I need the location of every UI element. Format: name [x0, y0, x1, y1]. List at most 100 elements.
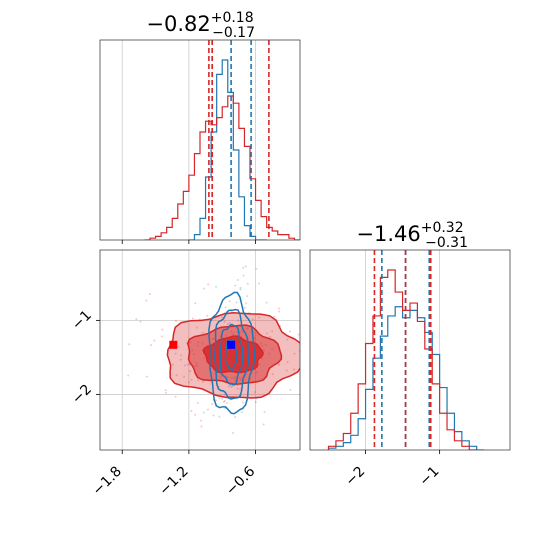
sample-point — [212, 414, 215, 417]
sample-point — [255, 268, 258, 271]
histogram-step — [327, 269, 477, 450]
sample-point — [254, 391, 257, 394]
sample-point — [194, 302, 197, 305]
sample-point — [242, 266, 245, 269]
sample-point — [211, 402, 214, 405]
axis-ticks — [121, 240, 256, 244]
sample-point — [262, 423, 265, 426]
sample-point — [164, 389, 167, 392]
histogram-step — [188, 59, 267, 240]
plot-area — [310, 250, 510, 450]
sample-point — [165, 391, 168, 394]
title-minus: −0.31 — [425, 235, 468, 251]
sample-point — [271, 330, 274, 333]
sample-point — [224, 306, 227, 309]
quantile-lines — [208, 40, 270, 240]
sample-point — [215, 285, 218, 288]
sample-point — [228, 300, 231, 303]
sample-point — [301, 317, 303, 319]
y-tick-label: −1 — [69, 307, 95, 333]
sample-point — [257, 282, 260, 285]
title-minus: −0.17 — [212, 25, 255, 41]
sample-point — [189, 370, 192, 373]
sample-point — [196, 401, 199, 404]
sample-point — [231, 384, 234, 387]
title-value: −0.82 — [146, 12, 210, 36]
sample-point — [148, 292, 151, 295]
sample-point — [153, 339, 156, 342]
sample-point — [265, 301, 268, 304]
sample-point — [269, 335, 272, 338]
sample-point — [220, 316, 223, 319]
sample-point — [206, 408, 209, 411]
sample-point — [289, 388, 292, 391]
marginal-title: −0.82+0.18 — [146, 10, 253, 36]
sample-point — [242, 274, 245, 277]
sample-point — [222, 400, 225, 403]
sample-point — [239, 388, 242, 391]
sample-point — [128, 343, 131, 346]
sample-point — [150, 344, 153, 347]
sample-point — [201, 331, 204, 334]
sample-point — [190, 378, 193, 381]
panel-joint-param-1-param-2: −1.8 −1.2 −0.6 −1 −2 — [69, 249, 307, 499]
sample-point — [230, 385, 233, 388]
sample-point — [202, 411, 205, 414]
sample-point — [297, 333, 300, 336]
sample-point — [246, 295, 249, 298]
contour-level — [219, 323, 244, 386]
sample-point — [251, 318, 254, 321]
sample-point — [263, 411, 266, 414]
sample-point — [277, 307, 280, 310]
histogram-series — [327, 269, 485, 450]
sample-point — [235, 301, 238, 304]
sample-point — [186, 363, 189, 366]
sample-point — [237, 319, 240, 322]
sample-point — [145, 299, 148, 302]
sample-point — [187, 381, 190, 384]
sample-point — [214, 399, 217, 402]
sample-point — [239, 286, 242, 289]
sample-point — [271, 373, 274, 376]
sample-point — [241, 401, 244, 404]
sample-point — [226, 323, 229, 326]
sample-point — [273, 315, 276, 318]
sample-point — [202, 287, 205, 290]
sample-point — [206, 314, 209, 317]
marginal-title: −1.46+0.32 — [356, 220, 463, 246]
sample-point — [195, 326, 198, 329]
sample-point — [285, 369, 288, 372]
quantile-lines — [373, 250, 432, 450]
sample-point — [179, 358, 182, 361]
sample-point — [175, 374, 178, 377]
sample-point — [234, 284, 237, 287]
sample-point — [202, 380, 205, 383]
sample-point — [190, 409, 193, 412]
sample-point — [223, 320, 226, 323]
x-tick-label: −1.2 — [156, 464, 191, 499]
point-marker — [227, 340, 236, 349]
axis-ticks: −2 −1 — [342, 450, 442, 489]
axes-frame — [99, 39, 301, 241]
sample-point — [254, 401, 257, 404]
sample-point — [244, 265, 247, 268]
sample-point — [236, 387, 239, 390]
sample-point — [286, 361, 289, 364]
contour-level — [214, 308, 250, 400]
sample-point — [228, 321, 231, 324]
axes-frame — [309, 249, 511, 451]
sample-point — [226, 397, 229, 400]
sample-point — [236, 278, 239, 281]
contour-series — [166, 291, 300, 415]
axes-frame — [99, 249, 301, 451]
sample-point — [305, 370, 307, 372]
x-tick-label: −0.6 — [223, 463, 258, 498]
grid-lines — [121, 40, 256, 240]
sample-point — [223, 393, 226, 396]
sample-point — [243, 306, 246, 309]
sample-point — [245, 302, 248, 305]
sample-point — [171, 363, 174, 366]
sample-point — [223, 400, 226, 403]
sample-point — [232, 432, 235, 435]
